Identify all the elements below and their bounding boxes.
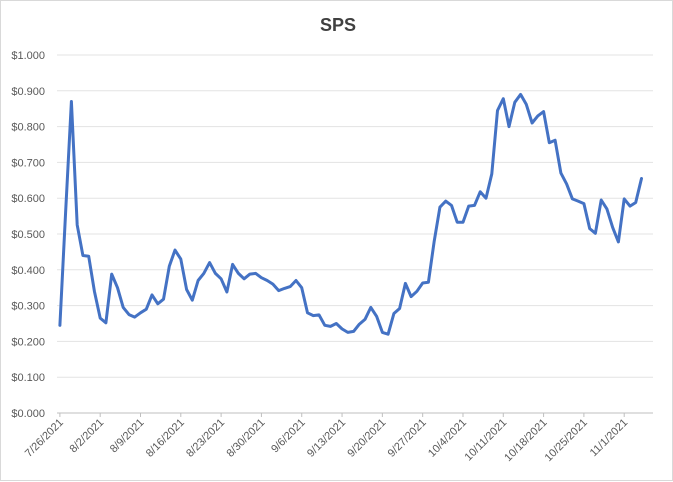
y-tick-label: $0.600 <box>11 193 45 205</box>
x-tick-label: 8/30/2021 <box>224 417 267 460</box>
x-tick-label: 8/9/2021 <box>108 417 147 456</box>
x-axis-tick-labels: 7/26/2021 8/2/2021 8/9/20218/16/20218/23/2… <box>23 413 630 464</box>
y-tick-label: $0.900 <box>11 86 45 98</box>
y-tick-label: $0.100 <box>11 372 45 384</box>
x-tick-label: 11/1/2021 <box>588 417 631 460</box>
series-layer <box>58 92 643 336</box>
x-tick-label: 9/6/2021 <box>269 417 308 456</box>
y-tick-label: $1.000 <box>11 50 45 62</box>
x-tick-label: 9/27/2021 <box>386 417 429 460</box>
y-tick-label: $0.400 <box>11 265 45 277</box>
x-tick-label: 10/25/2021 <box>543 417 590 464</box>
x-tick-label: 8/2/2021 <box>68 417 107 456</box>
grid-lines <box>57 54 653 414</box>
x-tick-label: 9/20/2021 <box>345 417 388 460</box>
series-line <box>58 92 643 336</box>
y-tick-label: $0.300 <box>11 301 45 313</box>
y-tick-label: $0.500 <box>11 229 45 241</box>
y-tick-label: $0.700 <box>11 157 45 169</box>
chart-title: SPS <box>320 15 356 35</box>
y-axis-tick-labels: $0.000 $0.100 $0.200 $0.300 $0.400 $0.500 $0.6… <box>11 50 45 420</box>
x-tick-label: 9/13/2021 <box>305 417 348 460</box>
y-tick-label: $0.800 <box>11 122 45 134</box>
x-tick-label: 7/26/2021 <box>23 417 66 460</box>
x-tick-label: 8/23/2021 <box>184 417 227 460</box>
y-tick-label: $0.200 <box>11 336 45 348</box>
x-tick-label: 8/16/2021 <box>144 417 187 460</box>
y-tick-label: $0.000 <box>11 408 45 420</box>
x-tick-label: 10/4/2021 <box>426 417 469 460</box>
